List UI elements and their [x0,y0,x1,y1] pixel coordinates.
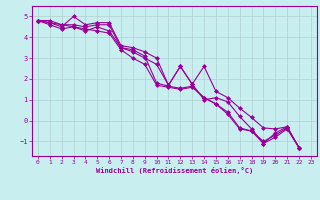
X-axis label: Windchill (Refroidissement éolien,°C): Windchill (Refroidissement éolien,°C) [96,167,253,174]
